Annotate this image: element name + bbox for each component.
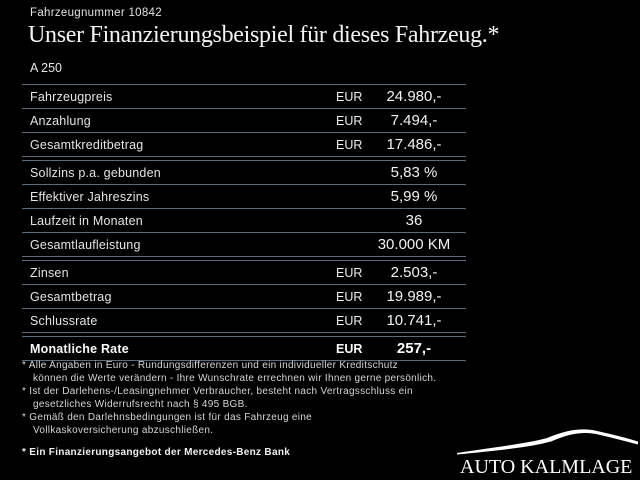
row-label: Effektiver Jahreszins: [30, 189, 150, 204]
row-currency: EUR: [336, 113, 363, 128]
vehicle-model: A 250: [30, 61, 62, 75]
finance-table-group: Sollzins p.a. gebunden 5,83 % Effektiver J…: [22, 160, 466, 257]
car-silhouette-icon: [457, 429, 638, 455]
vehicle-number: Fahrzeugnummer 10842: [30, 7, 162, 19]
row-label: Monatliche Rate: [30, 341, 129, 356]
finance-row: Gesamtkreditbetrag EUR 17.486,-: [22, 132, 466, 156]
row-currency: EUR: [336, 313, 363, 328]
footnote-line: können die Werte verändern - Ihre Wunsch…: [33, 373, 437, 384]
row-value: 257,-: [396, 340, 432, 357]
row-value: 5,83 %: [390, 164, 438, 181]
row-value: 30.000 KM: [377, 236, 451, 253]
row-label: Gesamtlaufleistung: [30, 237, 141, 252]
row-label: Sollzins p.a. gebunden: [30, 165, 161, 180]
row-value: 36: [405, 212, 423, 229]
page-title: Unser Finanzierungsbeispiel für dieses F…: [28, 22, 500, 48]
finance-row: Effektiver Jahreszins 5,99 %: [22, 184, 466, 208]
finance-row: Fahrzeugpreis EUR 24.980,-: [22, 85, 466, 108]
finance-table-group: Monatliche Rate EUR 257,-: [22, 336, 466, 361]
footnote-financing-offer: * Ein Finanzierungsangebot der Mercedes-…: [22, 447, 291, 458]
row-label: Laufzeit in Monaten: [30, 213, 143, 228]
row-value: 24.980,-: [386, 88, 442, 105]
finance-row: Laufzeit in Monaten 36: [22, 208, 466, 232]
row-value: 10.741,-: [386, 312, 442, 329]
finance-row: Monatliche Rate EUR 257,-: [22, 337, 466, 360]
row-label: Zinsen: [30, 265, 69, 280]
row-value: 7.494,-: [390, 112, 438, 129]
row-label: Gesamtbetrag: [30, 289, 112, 304]
footnote-line: * Ist der Darlehens-/Leasingnehmer Verbr…: [22, 386, 413, 397]
finance-row: Sollzins p.a. gebunden 5,83 %: [22, 161, 466, 184]
finance-table: Fahrzeugpreis EUR 24.980,- Anzahlung EUR 7.49…: [22, 84, 466, 361]
row-currency: EUR: [336, 289, 363, 304]
row-currency: EUR: [336, 137, 363, 152]
row-label: Anzahlung: [30, 113, 91, 128]
row-value: 19.989,-: [386, 288, 442, 305]
finance-row: Schlussrate EUR 10.741,-: [22, 308, 466, 332]
footnotes: * Alle Angaben in Euro - Rundungsdiffere…: [22, 359, 482, 459]
row-value: 17.486,-: [386, 136, 442, 153]
footnote-line: gesetzliches Widerrufsrecht nach § 495 B…: [33, 399, 248, 410]
finance-row: Gesamtbetrag EUR 19.989,-: [22, 284, 466, 308]
row-currency: EUR: [336, 265, 363, 280]
finance-row: Anzahlung EUR 7.494,-: [22, 108, 466, 132]
finance-row: Gesamtlaufleistung 30.000 KM: [22, 232, 466, 256]
row-value: 5,99 %: [390, 188, 438, 205]
finance-row: Zinsen EUR 2.503,-: [22, 261, 466, 284]
dealer-logo: AUTO KALMLAGE: [455, 423, 640, 480]
row-label: Gesamtkreditbetrag: [30, 137, 144, 152]
row-label: Schlussrate: [30, 313, 98, 328]
row-label: Fahrzeugpreis: [30, 89, 113, 104]
footnote-line: * Gemäß den Darlehnsbedingungen ist für …: [22, 412, 313, 423]
finance-table-group: Zinsen EUR 2.503,- Gesamtbetrag EUR 19.989,- S…: [22, 260, 466, 333]
row-currency: EUR: [336, 89, 363, 104]
dealer-name: AUTO KALMLAGE: [460, 456, 633, 478]
row-currency: EUR: [336, 341, 363, 356]
row-value: 2.503,-: [390, 264, 438, 281]
finance-table-group: Fahrzeugpreis EUR 24.980,- Anzahlung EUR 7.49…: [22, 85, 466, 157]
footnote-line: * Alle Angaben in Euro - Rundungsdiffere…: [22, 360, 398, 371]
footnote-line: Vollkaskoversicherung abzuschließen.: [33, 425, 214, 436]
